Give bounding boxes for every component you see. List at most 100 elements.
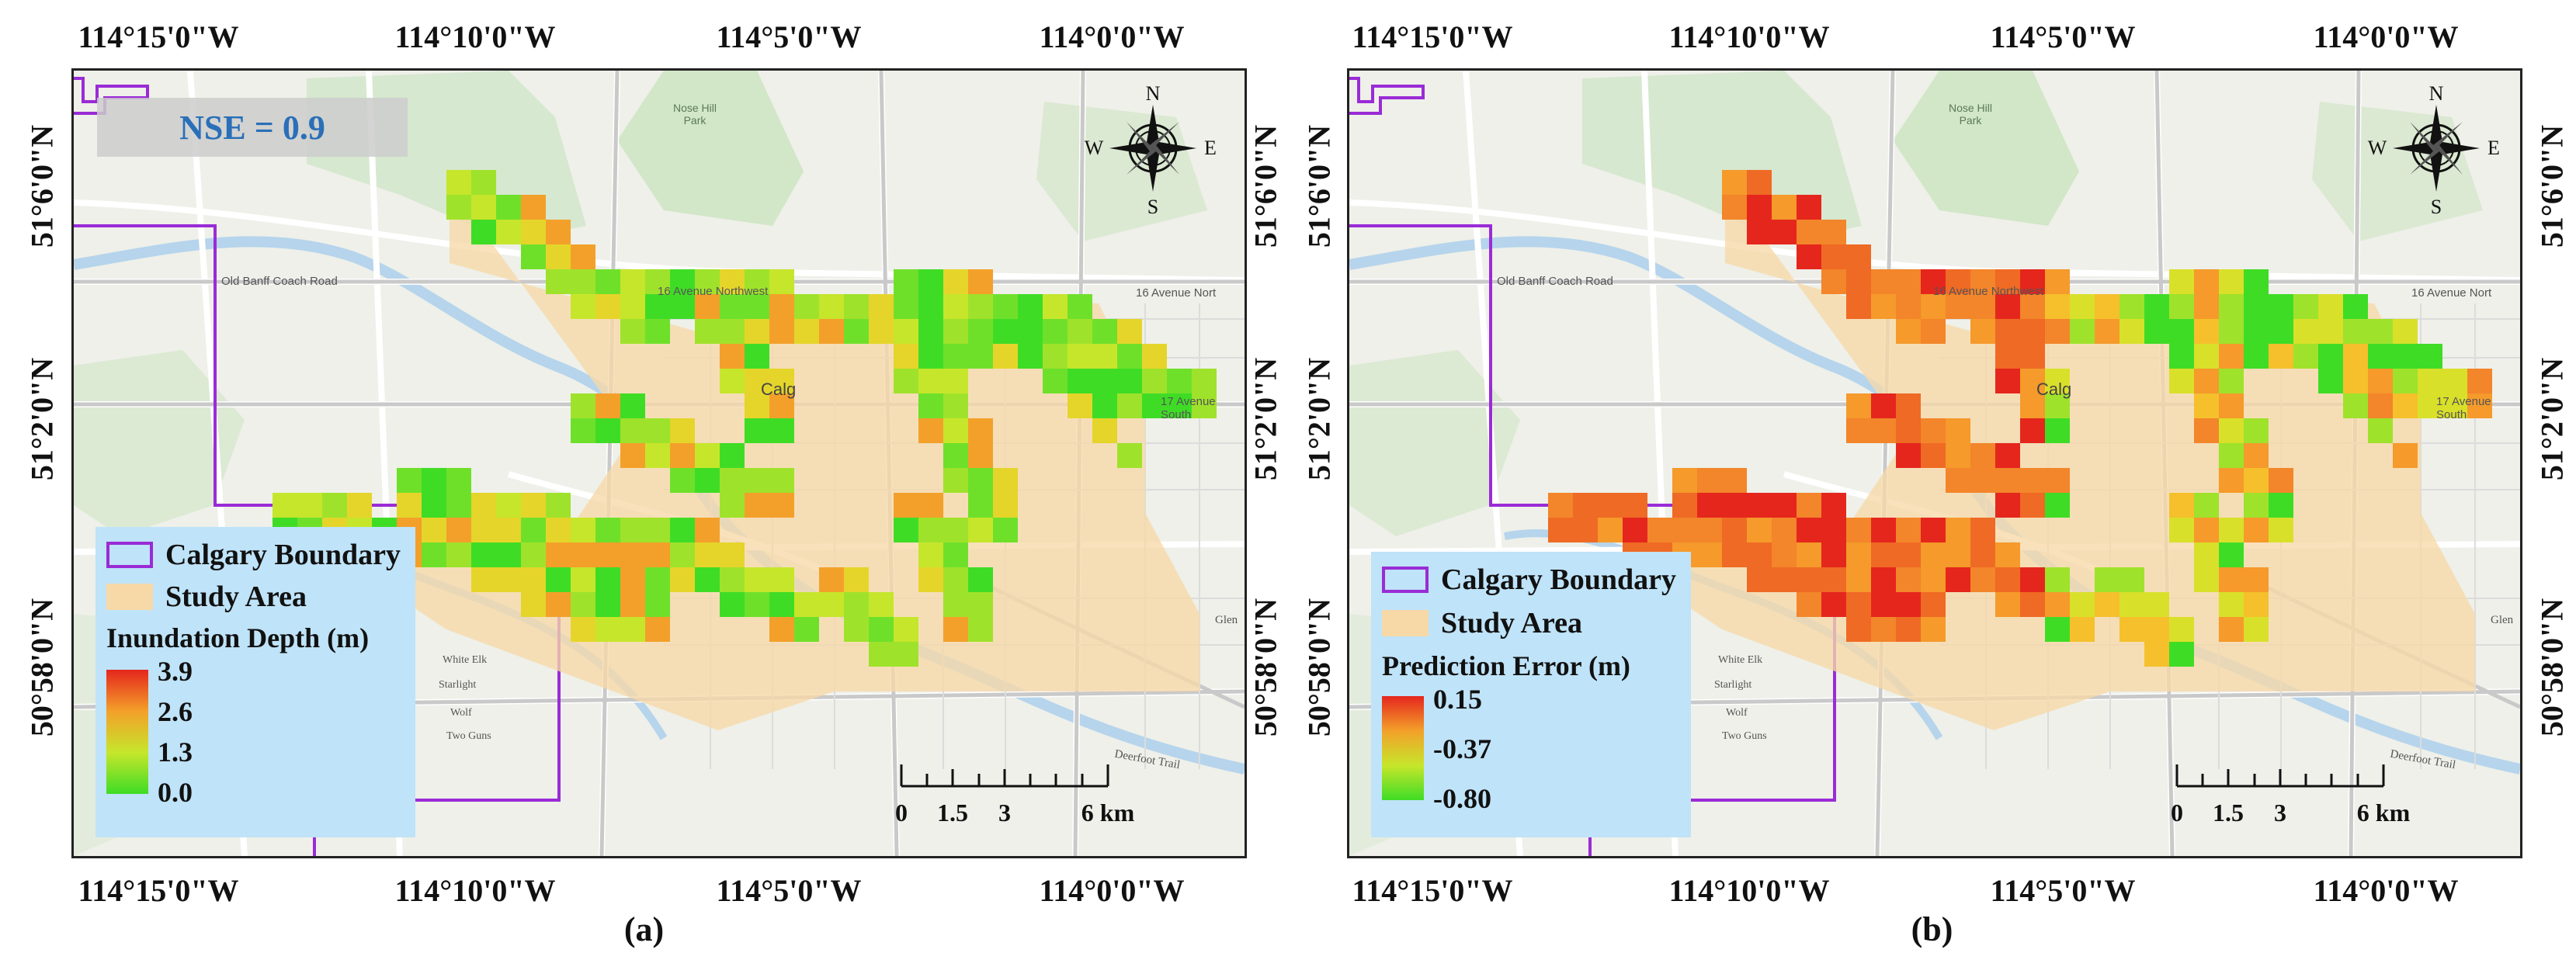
error-cell bbox=[2169, 294, 2194, 319]
depth-cell bbox=[745, 493, 769, 518]
error-cell bbox=[1821, 244, 1846, 269]
depth-cell bbox=[471, 567, 496, 592]
error-cell bbox=[2020, 269, 2045, 294]
error-cell bbox=[1871, 542, 1896, 567]
depth-cell bbox=[943, 269, 968, 294]
depth-cell bbox=[720, 567, 745, 592]
compass-s: S bbox=[2430, 196, 2442, 218]
error-cell bbox=[2219, 567, 2244, 592]
depth-cell bbox=[1068, 294, 1092, 319]
depth-cell bbox=[894, 493, 918, 518]
error-cell bbox=[2368, 344, 2393, 369]
depth-cell bbox=[397, 468, 422, 493]
map-frame[interactable]: Old Banff Coach Road 16 Avenue Northwest… bbox=[71, 68, 1247, 858]
error-cell bbox=[2368, 418, 2393, 443]
error-cell bbox=[1871, 617, 1896, 642]
depth-cell bbox=[769, 393, 794, 418]
lon-label-top: 114°5'0"W bbox=[1990, 19, 2136, 54]
error-cell bbox=[1797, 220, 1821, 244]
depth-cell bbox=[521, 244, 546, 269]
depth-cell bbox=[273, 493, 297, 518]
error-cell bbox=[2095, 592, 2119, 617]
scale-label: 3 bbox=[998, 799, 1011, 827]
error-cell bbox=[2020, 344, 2045, 369]
depth-cell bbox=[546, 567, 571, 592]
error-cell bbox=[2293, 319, 2318, 344]
error-cell bbox=[2219, 344, 2244, 369]
panel-label: (b) bbox=[1911, 910, 1953, 948]
depth-cell bbox=[769, 269, 794, 294]
panel-label: (a) bbox=[623, 910, 665, 948]
error-cell bbox=[1697, 468, 1722, 493]
depth-cell bbox=[595, 393, 620, 418]
depth-cell bbox=[1092, 418, 1117, 443]
error-cell bbox=[1995, 493, 2020, 518]
compass-n: N bbox=[2428, 82, 2444, 105]
error-cell bbox=[1747, 567, 1772, 592]
error-cell bbox=[2269, 493, 2293, 518]
depth-cell bbox=[546, 220, 571, 244]
error-cell bbox=[2045, 617, 2070, 642]
error-cell bbox=[2169, 319, 2194, 344]
depth-cell bbox=[993, 344, 1018, 369]
lon-label-top: 114°10'0"W bbox=[394, 19, 556, 54]
depth-cell bbox=[968, 443, 993, 468]
map-frame[interactable]: Old Banff Coach Road 16 Avenue Northwest… bbox=[1347, 68, 2522, 858]
error-cell bbox=[1797, 493, 1821, 518]
error-cell bbox=[1871, 393, 1896, 418]
depth-cell bbox=[1043, 369, 1068, 393]
error-cell bbox=[2318, 294, 2343, 319]
depth-cell bbox=[695, 269, 720, 294]
lat-label-left: 51°2'0"N bbox=[24, 357, 60, 481]
depth-cell bbox=[869, 294, 894, 319]
error-cell bbox=[2418, 344, 2442, 369]
depth-cell bbox=[769, 567, 794, 592]
map-label-park: Nose Hill Park bbox=[1948, 102, 1992, 126]
depth-cell bbox=[720, 344, 745, 369]
depth-cell bbox=[620, 418, 645, 443]
error-cell bbox=[1946, 518, 1970, 542]
error-cell bbox=[1946, 269, 1970, 294]
error-cell bbox=[2244, 493, 2269, 518]
lat-label-left: 51°6'0"N bbox=[24, 124, 60, 248]
depth-cell bbox=[695, 567, 720, 592]
legend-tick: 0.15 bbox=[1433, 684, 1482, 715]
depth-cell bbox=[620, 542, 645, 567]
error-cell bbox=[2119, 617, 2144, 642]
error-cell bbox=[2343, 393, 2368, 418]
north-arrow: N S E W bbox=[2368, 82, 2500, 218]
error-cell bbox=[2368, 393, 2393, 418]
error-cell bbox=[2070, 617, 2095, 642]
error-cell bbox=[2219, 592, 2244, 617]
error-cell bbox=[2244, 518, 2269, 542]
depth-cell bbox=[471, 518, 496, 542]
error-cell bbox=[1672, 468, 1697, 493]
depth-cell bbox=[1117, 344, 1142, 369]
lat-label-right: 51°6'0"N bbox=[2534, 124, 2570, 248]
map-label-road: Old Banff Coach Road bbox=[1497, 275, 1613, 288]
error-cell bbox=[2219, 468, 2244, 493]
depth-cell bbox=[546, 518, 571, 542]
depth-cell bbox=[571, 393, 595, 418]
depth-cell bbox=[918, 567, 943, 592]
depth-cell bbox=[670, 468, 695, 493]
error-cell bbox=[1846, 542, 1871, 567]
depth-cell bbox=[1092, 369, 1117, 393]
depth-cell bbox=[471, 220, 496, 244]
depth-cell bbox=[446, 195, 471, 220]
error-cell bbox=[1921, 443, 1946, 468]
error-cell bbox=[1598, 518, 1623, 542]
legend-tick: 2.6 bbox=[158, 696, 193, 727]
lon-label-top: 114°5'0"W bbox=[716, 19, 862, 54]
error-cell bbox=[1747, 493, 1772, 518]
depth-cell bbox=[943, 443, 968, 468]
depth-cell bbox=[422, 493, 446, 518]
boundary-swatch bbox=[106, 542, 153, 568]
error-cell bbox=[2169, 617, 2194, 642]
error-cell bbox=[1598, 493, 1623, 518]
error-cell bbox=[2194, 269, 2219, 294]
depth-cell bbox=[918, 418, 943, 443]
error-cell bbox=[1846, 567, 1871, 592]
error-cell bbox=[2269, 468, 2293, 493]
compass-rose-icon bbox=[1109, 105, 1196, 192]
